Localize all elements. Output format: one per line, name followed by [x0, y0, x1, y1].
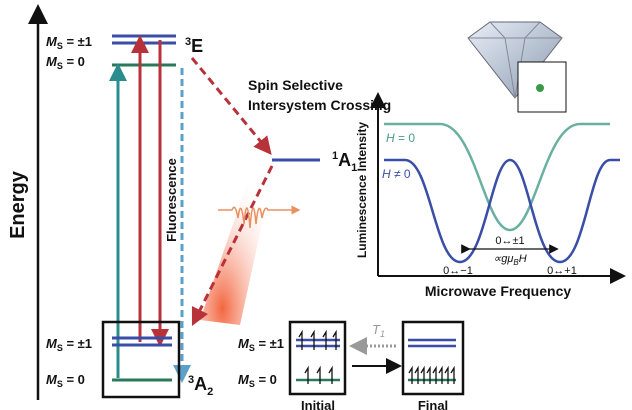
dip-label: 0↔−1 — [443, 265, 473, 277]
state-label: 1A1 — [332, 150, 357, 174]
ms-label: MS = ±1 — [46, 336, 92, 353]
ms-label: MS = 0 — [46, 54, 85, 71]
ms-label: MS = 0 — [238, 372, 277, 389]
energy-label: Energy — [7, 170, 29, 239]
t1-label: T1 — [372, 322, 385, 339]
state-label: 3A2 — [188, 374, 213, 398]
fluorescence-label: Fluorescence — [164, 158, 179, 242]
dip-label: 0↔±1 — [495, 235, 524, 247]
splitting-label: ∝gμBH — [493, 253, 526, 267]
curve-label: H = 0 — [386, 131, 415, 145]
ms-label: MS = 0 — [46, 372, 85, 389]
plot-x-label: Microwave Frequency — [425, 283, 571, 299]
box-label: Final — [418, 398, 448, 410]
ms-label: MS = ±1 — [46, 34, 92, 51]
nv-diagram: Energy MS = ±1 MS = 0 3E Fluorescence Sp… — [0, 0, 632, 410]
dip-label: 0↔+1 — [547, 265, 577, 277]
ms-label: MS = ±1 — [238, 336, 284, 353]
plot-y-label: Luminescence Intensity — [355, 122, 369, 258]
state-box — [290, 322, 345, 394]
state-label: 3E — [185, 36, 203, 56]
box-label: Initial — [301, 398, 335, 410]
nv-atom — [536, 84, 544, 92]
curve-label: H ≠ 0 — [382, 167, 411, 181]
